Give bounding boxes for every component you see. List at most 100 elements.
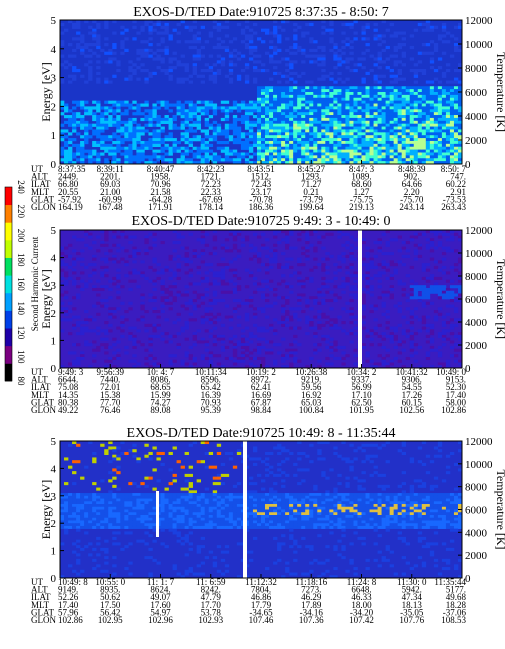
table-cell: -34.16 (300, 607, 324, 617)
table-cell: 77.70 (100, 397, 121, 407)
table-row-label: ILAT (31, 382, 51, 392)
table-cell: 71.27 (301, 179, 322, 189)
table-cell: -75.70 (400, 194, 424, 204)
table-cell: 243.14 (399, 202, 424, 212)
table-cell: 68.65 (150, 382, 171, 392)
table-cell: 50.62 (100, 592, 120, 602)
y2-tick-label: 10000 (465, 459, 493, 471)
table-cell: 46.86 (251, 592, 272, 602)
table-cell: 17.40 (58, 600, 79, 610)
colorbar-tick-label: 160 (16, 277, 26, 291)
table-cell: 2201. (100, 172, 120, 182)
table-cell: 9:56:39 (96, 367, 124, 377)
colorbar-swatch (5, 292, 12, 311)
table-cell: 17.10 (351, 390, 372, 400)
table-cell: -37.06 (443, 607, 467, 617)
table-cell: 15.99 (150, 390, 171, 400)
table-cell: 8086. (150, 375, 170, 385)
table-row-label: UT (31, 367, 43, 377)
panel-title: EXOS-D/TED Date:910725 9:49: 3 - 10:49: … (132, 214, 391, 229)
table-cell: 65.03 (301, 397, 322, 407)
colorbar-tick-label: 240 (16, 180, 26, 194)
table-cell: -73.79 (300, 194, 324, 204)
table-cell: 11:35:44 (434, 577, 466, 587)
table-row-label: MLT (31, 187, 50, 197)
table-cell: 11: 1: 7 (147, 577, 175, 587)
table-cell: 49.22 (58, 405, 78, 415)
y-tick-label: 0 (51, 573, 57, 585)
table-cell: 1958. (150, 172, 170, 182)
table-cell: 56.42 (100, 607, 120, 617)
y2-tick-label: 6000 (465, 505, 488, 517)
y-tick-label: 1 (51, 546, 57, 558)
table-cell: 49.68 (446, 592, 467, 602)
table-row-label: GLON (31, 405, 56, 415)
colorbar: 80 100 120 140 160 180 200 220 240 Second Harmoni… (4, 180, 40, 386)
table-cell: 53.78 (201, 607, 222, 617)
y2-tick-label: 4000 (465, 527, 488, 539)
table-cell: 8624. (150, 585, 170, 595)
y-tick-label: 4 (51, 463, 57, 475)
table-cell: 69.03 (100, 179, 121, 189)
table-cell: 178.14 (198, 202, 223, 212)
table-cell: 8935. (100, 585, 120, 595)
table-cell: 15.38 (100, 390, 121, 400)
table-cell: 9219. (301, 375, 321, 385)
y-tick-label: 4 (51, 44, 57, 56)
table-cell: 9306. (402, 375, 422, 385)
table-row-label: ALT (31, 375, 48, 385)
table-cell: 10:49: 8 (58, 577, 88, 587)
y2-tick-label: 4000 (465, 317, 488, 329)
colorbar-tick-label: 180 (16, 253, 26, 267)
table-cell: 8:37:35 (58, 164, 86, 174)
colorbar-swatch (5, 257, 12, 276)
y2-tick-label: 10000 (465, 248, 493, 260)
table-cell: 66.80 (58, 179, 79, 189)
orbit-table: UT 8:37:35 8:39:11 8:40:47 8:42:23 8:43:51 8:4… (31, 164, 467, 212)
table-cell: 102.86 (58, 615, 83, 625)
y2-axis-label: Temperature [K] (494, 469, 505, 549)
table-cell: 747. (450, 172, 466, 182)
table-row-label: GLON (31, 615, 56, 625)
table-cell: 68.60 (351, 179, 372, 189)
table-cell: 7273. (301, 585, 321, 595)
table-cell: 16.39 (201, 390, 222, 400)
colorbar-tick-label: 220 (16, 205, 26, 219)
table-cell: 72.43 (251, 179, 272, 189)
table-cell: 49.07 (150, 592, 171, 602)
y2-tick-label: 10000 (465, 39, 493, 51)
y-axis-label: Energy [eV] (39, 480, 53, 539)
y2-tick-label: 6000 (465, 294, 488, 306)
table-cell: 102.95 (98, 615, 123, 625)
y2-tick-label: 2000 (465, 135, 488, 147)
y2-tick-label: 8000 (465, 271, 488, 283)
table-cell: 101.95 (349, 405, 374, 415)
y-tick-label: 0 (51, 159, 57, 171)
table-cell: 10:55: 0 (95, 577, 125, 587)
table-cell: 17.89 (301, 600, 322, 610)
table-cell: 8:50: 7 (441, 164, 467, 174)
table-cell: 18.13 (402, 600, 423, 610)
y-tick-label: 2 (51, 308, 57, 320)
y-tick-label: 5 (51, 225, 57, 237)
table-cell: 11:24: 8 (347, 577, 377, 587)
orbit-table: UT 10:49: 8 10:55: 0 11: 1: 7 11: 6:59 11:12:… (31, 577, 467, 625)
colorbar-swatch (5, 275, 12, 294)
table-cell: -73.53 (443, 194, 467, 204)
table-cell: 102.93 (198, 615, 223, 625)
panel-2: EXOS-D/TED Date:910725 9:49: 3 - 10:49: … (31, 214, 505, 415)
table-cell: -57.92 (58, 194, 81, 204)
table-cell: 219.13 (349, 202, 374, 212)
y-axis-label: Energy [eV] (39, 269, 53, 328)
table-cell: 107.36 (299, 615, 324, 625)
table-cell: 46.29 (301, 592, 322, 602)
table-cell: 10:26:38 (295, 367, 328, 377)
panel-title: EXOS-D/TED Date:910725 10:49: 8 - 11:35:… (127, 426, 396, 441)
table-cell: 1512. (251, 172, 271, 182)
table-cell: 8:47: 3 (349, 164, 375, 174)
table-cell: 18.28 (446, 600, 467, 610)
table-cell: 8:45:27 (297, 164, 325, 174)
table-row-label: GLAT (31, 607, 54, 617)
table-cell: 0.21 (303, 187, 319, 197)
table-cell: 6644. (58, 375, 78, 385)
